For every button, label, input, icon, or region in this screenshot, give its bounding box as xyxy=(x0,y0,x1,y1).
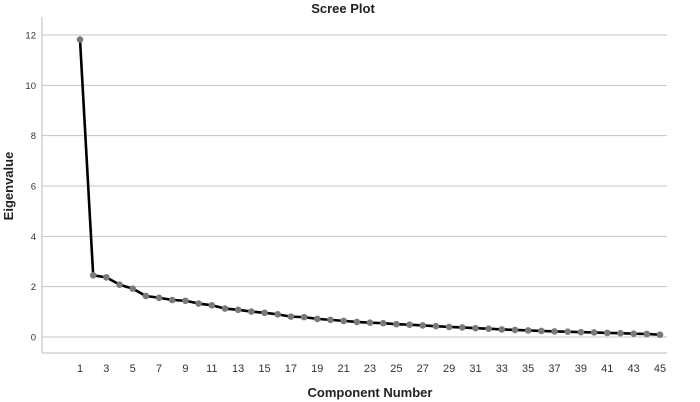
y-tick-label: 6 xyxy=(31,182,36,193)
eigenvalue-series xyxy=(76,36,664,339)
data-point xyxy=(393,320,400,328)
y-tick-label: 2 xyxy=(31,282,36,293)
data-point xyxy=(353,318,361,326)
data-point xyxy=(221,305,229,312)
x-tick-label: 15 xyxy=(258,363,270,375)
y-axis-label: Eigenvalue xyxy=(1,152,16,221)
data-point xyxy=(643,330,651,338)
data-point xyxy=(419,322,427,329)
grid-lines xyxy=(42,34,667,338)
x-tick-label: 1 xyxy=(77,363,83,375)
data-point xyxy=(313,315,321,323)
data-point xyxy=(577,328,585,336)
data-point xyxy=(458,324,466,331)
x-tick-label: 31 xyxy=(469,363,481,375)
x-tick-label: 27 xyxy=(417,363,429,375)
data-point xyxy=(287,313,295,320)
y-tick-label: 4 xyxy=(31,232,36,243)
data-point xyxy=(524,327,532,334)
data-point xyxy=(656,331,664,339)
data-point xyxy=(630,330,637,338)
x-tick-label: 39 xyxy=(575,363,587,375)
data-point xyxy=(300,313,308,321)
data-point xyxy=(274,311,282,318)
data-point xyxy=(366,319,374,326)
data-point xyxy=(182,297,189,305)
data-point xyxy=(406,321,413,328)
data-point xyxy=(603,329,611,337)
data-point xyxy=(445,323,453,331)
x-tick-label: 29 xyxy=(443,363,455,375)
data-point xyxy=(89,272,97,279)
data-point xyxy=(538,327,545,335)
data-point xyxy=(76,36,84,43)
y-tick-label: 12 xyxy=(25,31,36,42)
x-tick-label: 7 xyxy=(156,363,162,375)
series-line xyxy=(78,39,661,337)
data-point xyxy=(327,316,334,324)
data-point xyxy=(234,306,242,314)
x-tick-label: 5 xyxy=(130,363,136,375)
data-point xyxy=(129,285,137,292)
x-tick-label: 9 xyxy=(182,363,188,375)
x-tick-label: 41 xyxy=(601,363,613,375)
data-point xyxy=(564,328,572,336)
data-point xyxy=(248,308,255,315)
x-tick-label: 3 xyxy=(103,363,109,375)
data-point xyxy=(617,329,624,337)
y-tick-label: 8 xyxy=(31,131,36,142)
data-point xyxy=(379,319,387,327)
x-tick-label: 45 xyxy=(654,363,666,375)
y-tick-labels: 0 2 4 6 8 10 12 xyxy=(25,31,36,344)
x-tick-labels: 1 3 5 7 9 11 13 15 17 19 21 23 25 27 29 31 33 35 37 39 41 43 4… xyxy=(77,363,666,375)
x-tick-label: 11 xyxy=(206,363,217,375)
x-tick-label: 23 xyxy=(364,363,376,375)
data-point xyxy=(472,324,479,332)
y-tick-label: 0 xyxy=(31,333,36,344)
data-point xyxy=(155,294,163,302)
data-point xyxy=(340,317,347,325)
y-tick-label: 10 xyxy=(25,81,36,92)
data-point xyxy=(208,301,216,309)
x-tick-label: 43 xyxy=(628,363,640,375)
data-point xyxy=(168,296,176,304)
x-tick-label: 37 xyxy=(548,363,560,375)
data-point xyxy=(485,325,492,332)
data-point xyxy=(261,309,268,317)
data-point xyxy=(511,326,519,334)
data-point xyxy=(195,300,202,307)
x-tick-label: 17 xyxy=(285,363,297,375)
data-point xyxy=(551,328,558,335)
x-tick-label: 25 xyxy=(390,363,402,375)
data-point xyxy=(498,326,506,333)
x-tick-label: 21 xyxy=(338,363,350,375)
axes xyxy=(41,17,667,354)
x-tick-label: 35 xyxy=(522,363,534,375)
x-tick-label: 19 xyxy=(311,363,323,375)
data-point xyxy=(116,281,123,288)
x-tick-label: 13 xyxy=(232,363,244,375)
data-point xyxy=(590,329,598,336)
chart-title: Scree Plot xyxy=(311,1,375,16)
data-point xyxy=(142,292,150,300)
data-point xyxy=(432,322,440,330)
x-tick-label: 33 xyxy=(496,363,508,375)
x-axis-label: Component Number xyxy=(308,385,433,400)
data-point xyxy=(103,274,110,281)
